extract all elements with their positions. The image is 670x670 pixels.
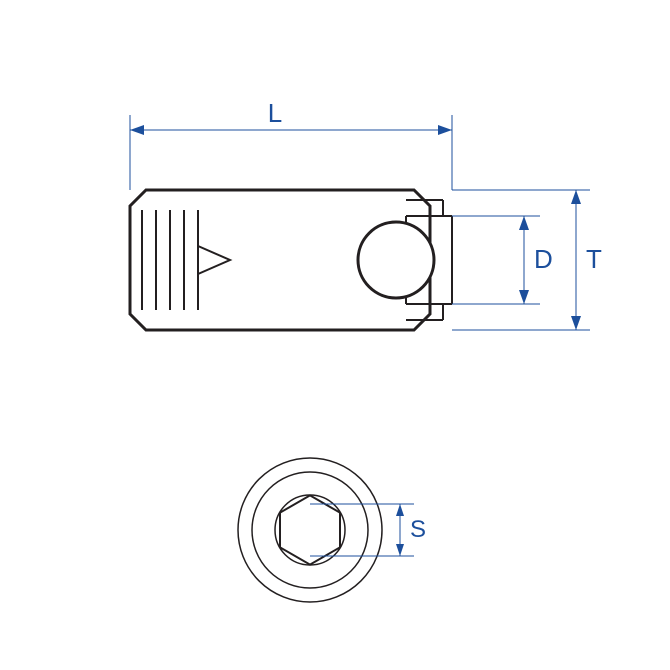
dim-label-T: T: [586, 244, 602, 274]
arrowhead: [396, 544, 404, 556]
thread-major-circle: [238, 458, 382, 602]
dim-label-S: S: [410, 516, 426, 543]
dim-label-L: L: [268, 98, 282, 128]
arrowhead: [519, 290, 529, 304]
arrowhead: [519, 216, 529, 230]
arrowhead: [130, 125, 144, 135]
hex-circumscribed-circle: [275, 495, 345, 565]
arrowhead: [396, 504, 404, 516]
arrowhead: [571, 190, 581, 204]
technical-drawing: L T D S: [0, 0, 670, 670]
side-view: L T D: [130, 98, 602, 330]
arrowhead: [571, 316, 581, 330]
end-view: S: [238, 458, 426, 602]
arrowhead: [438, 125, 452, 135]
thread-minor-circle: [252, 472, 368, 588]
ball-tip: [358, 222, 434, 298]
dim-label-D: D: [534, 244, 553, 274]
hex-socket: [280, 495, 340, 564]
